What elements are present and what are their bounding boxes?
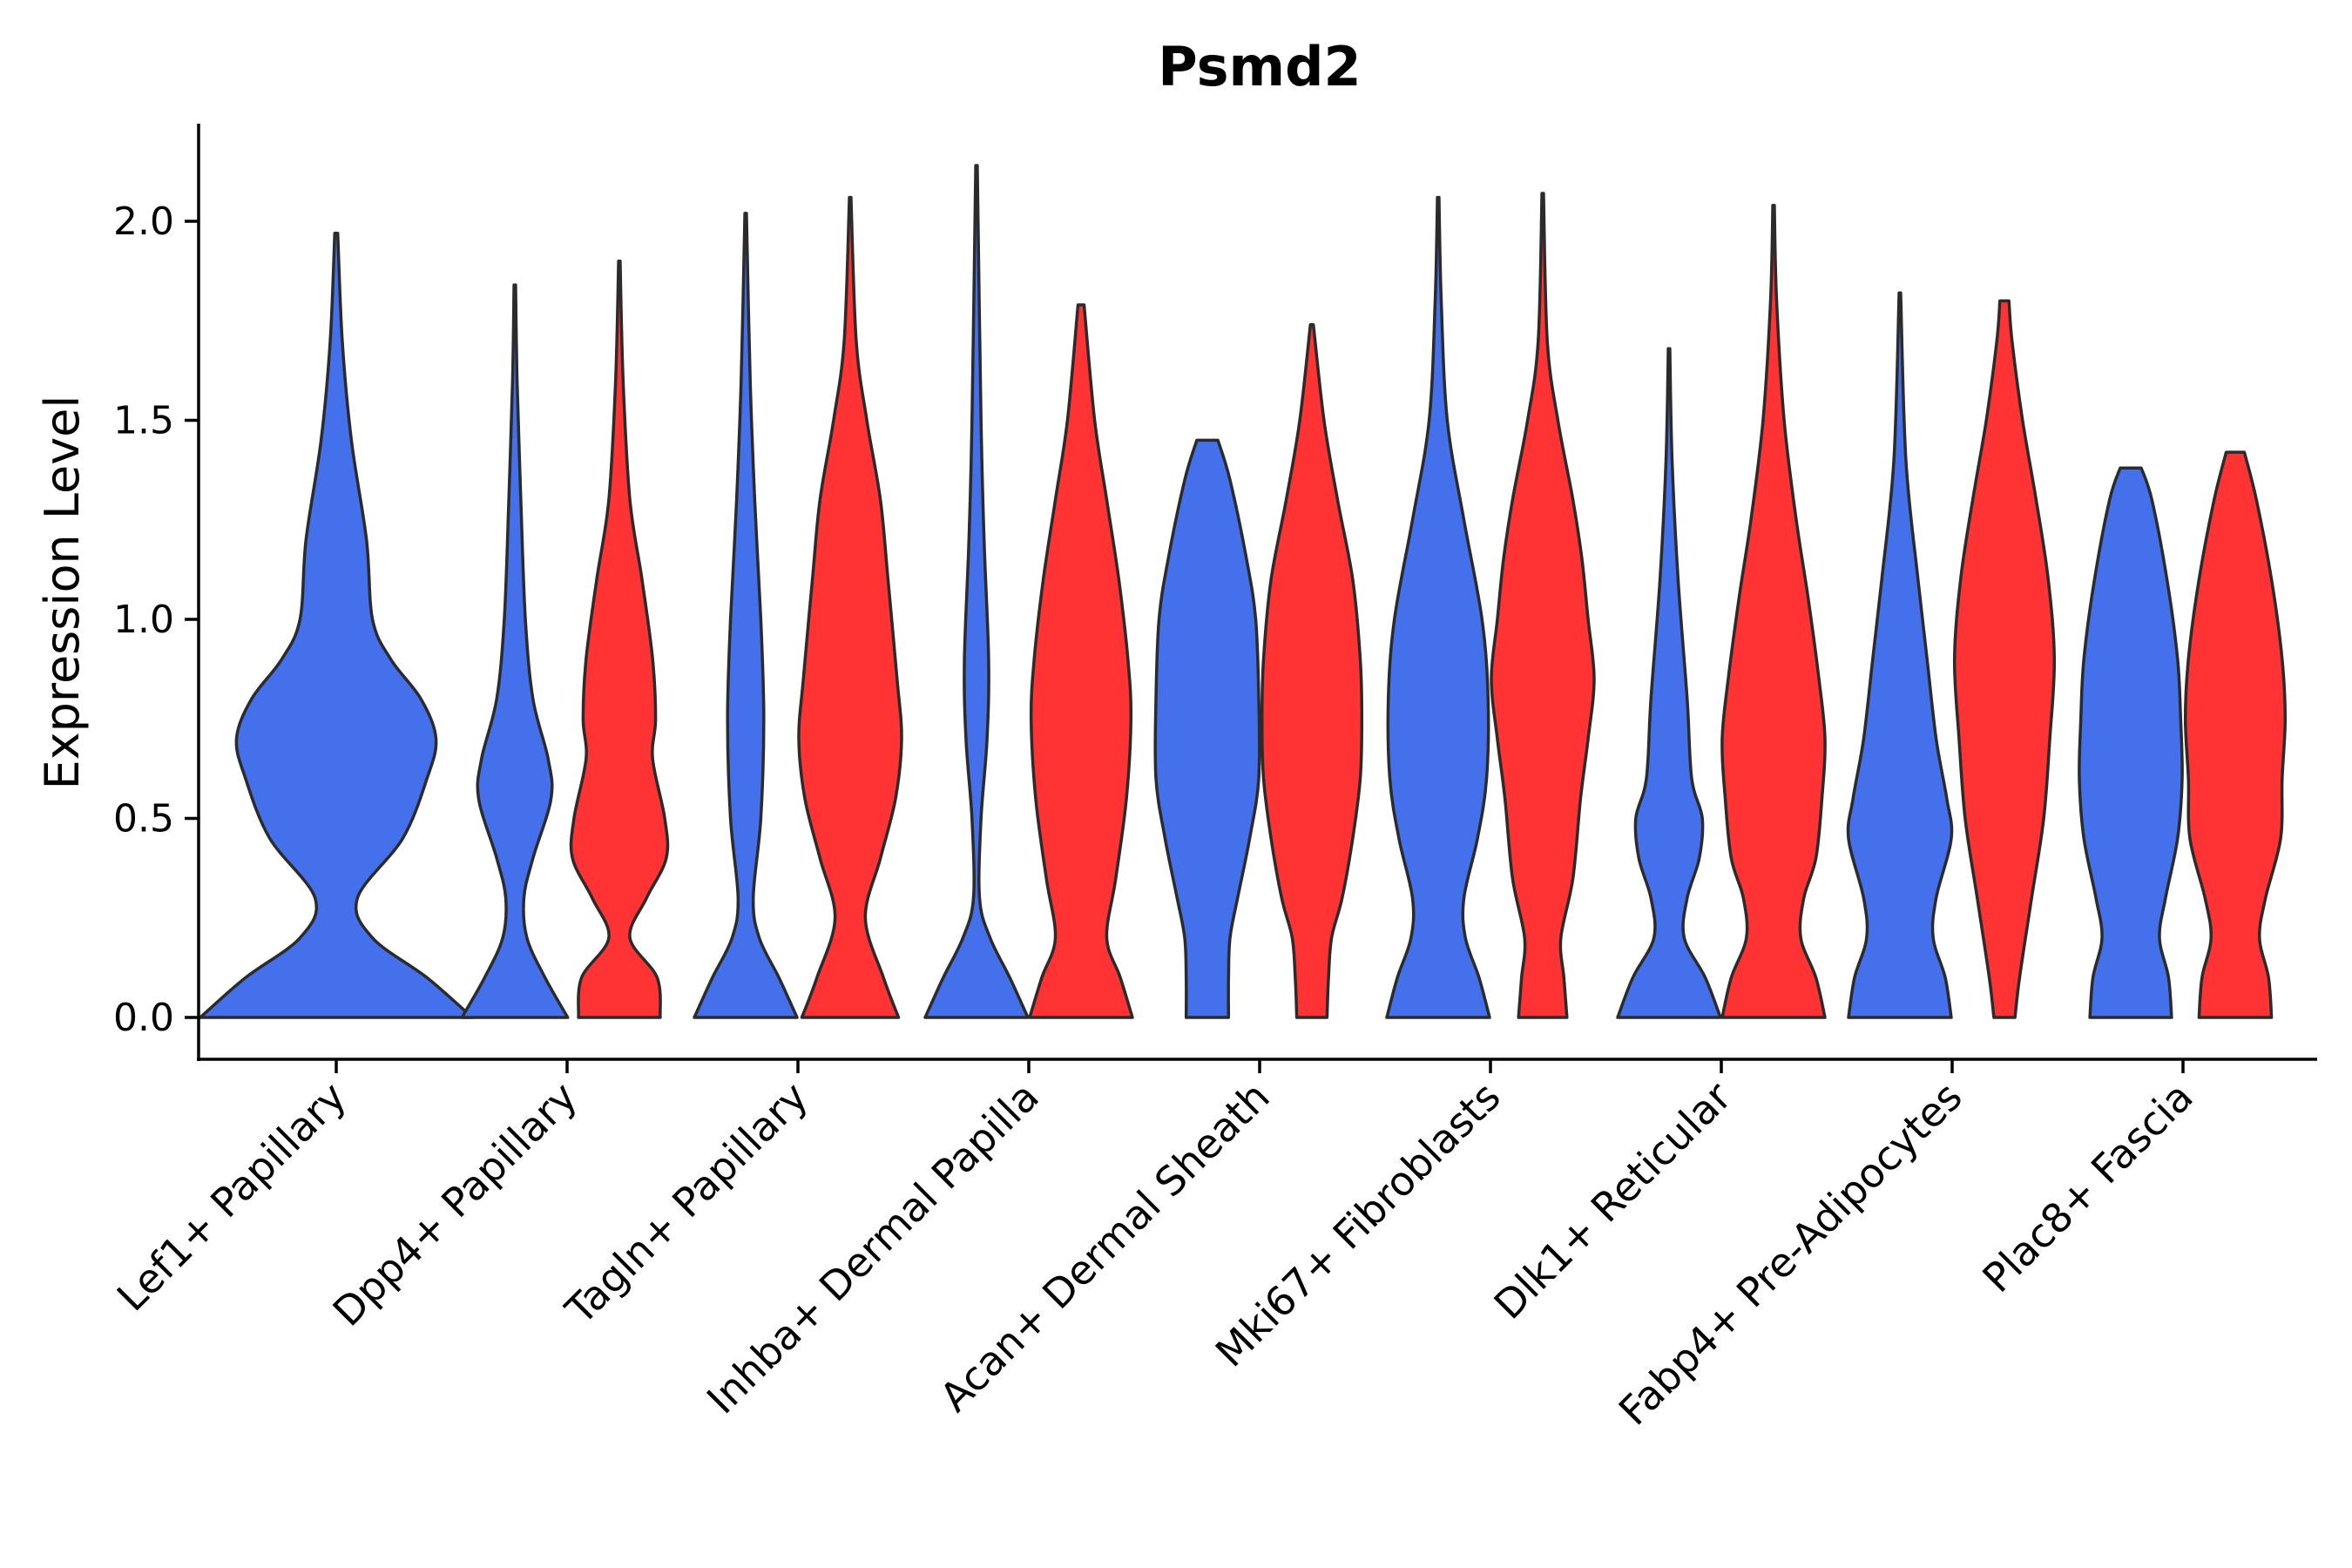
violin-fabp4-pre-adipocytes-group-1 — [1952, 299, 2057, 1019]
x-tick-label: Dpp4+ Papillary — [324, 1073, 586, 1335]
y-tick-label: 1.0 — [113, 598, 174, 642]
x-tick-label: Tagln+ Papillary — [556, 1073, 817, 1335]
violin-dlk1-reticular-group-0 — [1616, 347, 1722, 1019]
violin-dpp4-papillary-group-0 — [460, 283, 570, 1019]
violin-tagln-papillary-group-0 — [693, 212, 799, 1019]
x-tick-label: Plac8+ Fascia — [1973, 1073, 2201, 1301]
violin-inhba-dermal-papilla-group-1 — [1028, 303, 1134, 1019]
y-tick-label: 0.5 — [113, 797, 174, 841]
axes — [197, 124, 2317, 1061]
x-tick-label: Lef1+ Papillary — [108, 1073, 355, 1321]
violin-acan-dermal-sheath-group-1 — [1260, 323, 1364, 1019]
violin-dpp4-papillary-group-1 — [569, 259, 670, 1019]
y-axis-label: Expression Level — [35, 395, 90, 790]
violin-fabp4-pre-adipocytes-group-0 — [1846, 291, 1954, 1019]
y-tick-label: 0.0 — [113, 996, 174, 1040]
violin-lef1-papillary-group-0 — [199, 231, 474, 1019]
violin-inhba-dermal-papilla-group-0 — [923, 164, 1030, 1019]
violin-acan-dermal-sheath-group-0 — [1153, 438, 1261, 1019]
violin-mki67-fibroblasts-group-0 — [1385, 195, 1491, 1019]
y-ticks: 0.0 0.5 1.0 1.5 2.0 — [113, 199, 199, 1040]
violin-dlk1-reticular-group-1 — [1720, 203, 1827, 1019]
violin-tagln-papillary-group-1 — [797, 195, 903, 1019]
x-tick-label: Dlk1+ Reticular — [1485, 1073, 1740, 1328]
y-tick-label: 2.0 — [113, 199, 174, 244]
violin-mki67-fibroblasts-group-1 — [1490, 192, 1596, 1019]
y-tick-label: 1.5 — [113, 399, 174, 443]
violin-plac8-fascia-group-1 — [2183, 450, 2288, 1019]
chart-title: Psmd2 — [1158, 35, 1361, 98]
violin-plac8-fascia-group-0 — [2078, 466, 2184, 1019]
violin-layer — [199, 164, 2288, 1019]
